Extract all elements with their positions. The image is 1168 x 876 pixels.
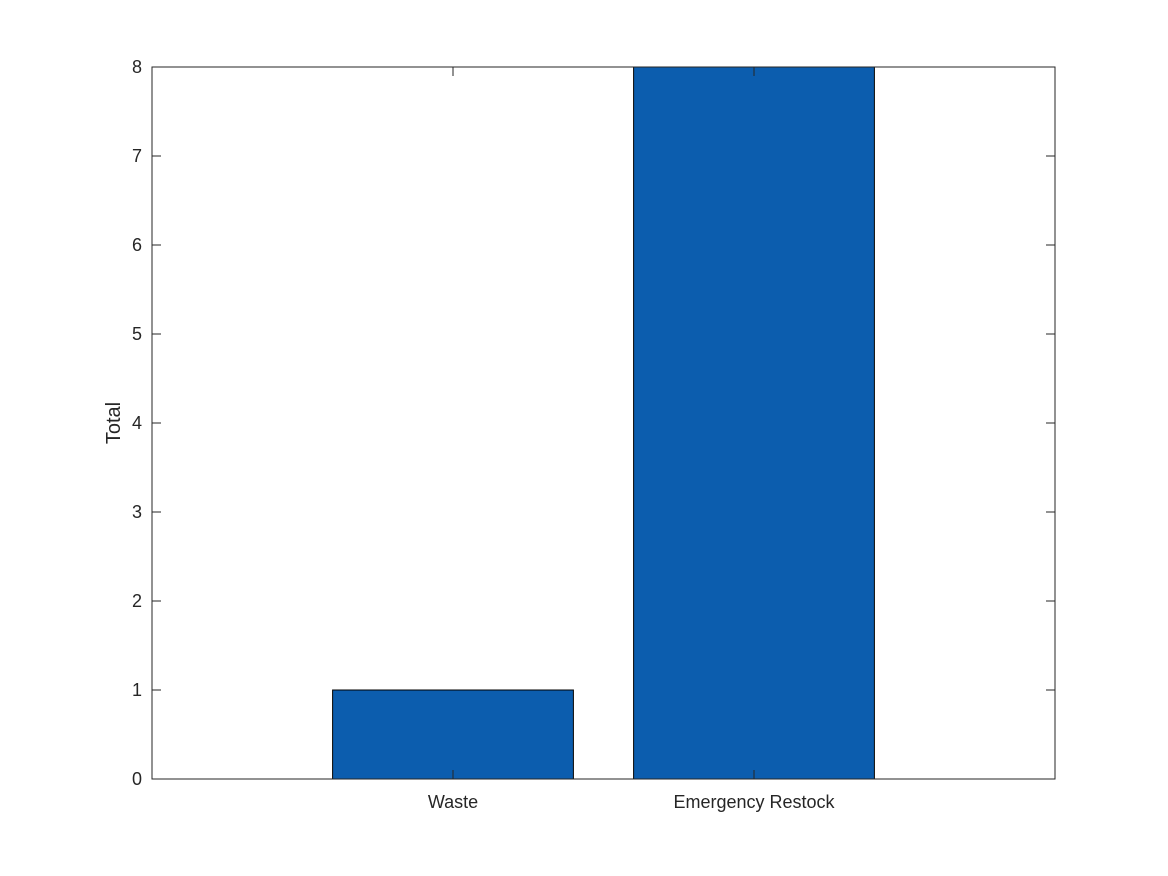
bars-layer	[332, 66, 875, 780]
bar-2	[633, 66, 875, 780]
x-tick-label-1: Waste	[428, 792, 478, 812]
y-tick-label-1: 1	[132, 680, 142, 700]
y-tick-label-0: 0	[132, 769, 142, 789]
bar-1	[332, 689, 574, 780]
y-tick-label-4: 4	[132, 413, 142, 433]
y-axis-label: Total	[103, 402, 125, 444]
y-tick-label-2: 2	[132, 591, 142, 611]
y-tick-label-7: 7	[132, 146, 142, 166]
axes-layer	[151, 66, 1056, 780]
y-tick-label-3: 3	[132, 502, 142, 522]
y-tick-label-8: 8	[132, 57, 142, 77]
y-tick-label-5: 5	[132, 324, 142, 344]
x-tick-label-2: Emergency Restock	[673, 792, 835, 812]
labels-layer: 0 1 2 3 4 5 6 7 8 Waste Emergency Restock	[132, 57, 836, 812]
y-tick-label-6: 6	[132, 235, 142, 255]
